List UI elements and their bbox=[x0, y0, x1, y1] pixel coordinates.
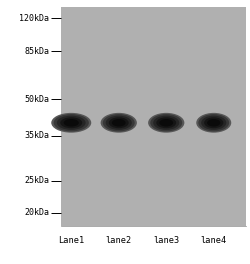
Ellipse shape bbox=[207, 119, 220, 126]
Text: 120kDa: 120kDa bbox=[19, 14, 49, 23]
Text: 35kDa: 35kDa bbox=[24, 131, 49, 140]
Text: Lane1: Lane1 bbox=[58, 236, 84, 245]
Ellipse shape bbox=[100, 113, 137, 133]
Text: 50kDa: 50kDa bbox=[24, 95, 49, 103]
Ellipse shape bbox=[57, 116, 86, 130]
Text: 25kDa: 25kDa bbox=[24, 176, 49, 185]
Ellipse shape bbox=[64, 119, 79, 126]
Ellipse shape bbox=[54, 114, 89, 131]
Ellipse shape bbox=[103, 114, 135, 131]
Ellipse shape bbox=[198, 114, 229, 131]
Ellipse shape bbox=[112, 119, 126, 126]
Ellipse shape bbox=[150, 114, 182, 131]
Text: lane2: lane2 bbox=[106, 236, 132, 245]
Text: lane3: lane3 bbox=[153, 236, 180, 245]
Text: 85kDa: 85kDa bbox=[24, 47, 49, 56]
Ellipse shape bbox=[153, 116, 179, 130]
Ellipse shape bbox=[106, 116, 132, 130]
Ellipse shape bbox=[156, 117, 176, 128]
Text: 20kDa: 20kDa bbox=[24, 208, 49, 217]
Ellipse shape bbox=[51, 113, 91, 133]
Ellipse shape bbox=[148, 113, 184, 133]
Text: lane4: lane4 bbox=[200, 236, 227, 245]
Bar bbox=[61, 7, 246, 226]
Ellipse shape bbox=[204, 117, 224, 128]
Ellipse shape bbox=[60, 117, 82, 128]
Ellipse shape bbox=[109, 117, 129, 128]
Ellipse shape bbox=[201, 116, 226, 130]
Ellipse shape bbox=[159, 119, 173, 126]
Ellipse shape bbox=[196, 113, 231, 133]
